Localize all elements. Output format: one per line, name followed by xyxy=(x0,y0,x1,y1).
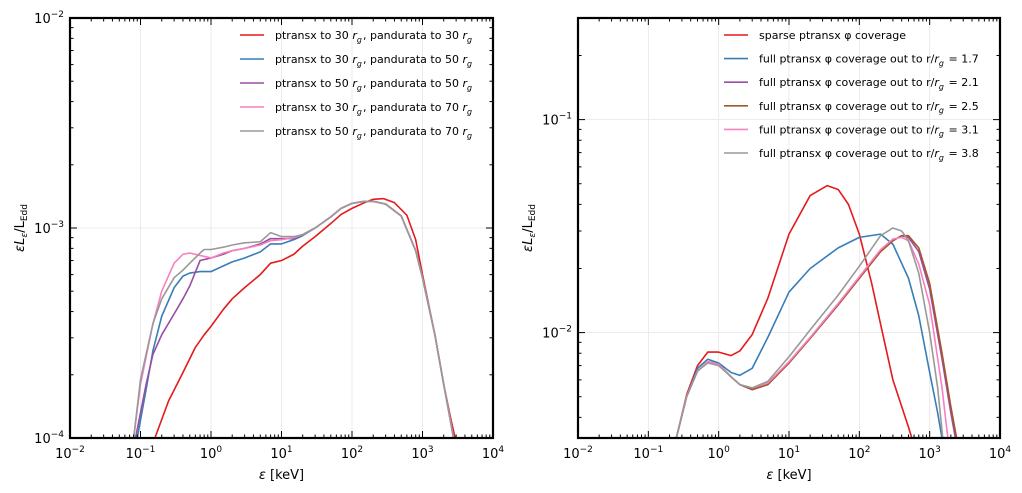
y-axis-label: εLε/LEdd xyxy=(13,204,30,252)
chart-panel-1: 10−2 10−1 100 101 102 103 104 10−4 10−3 10−2 ε [ke… xyxy=(13,10,504,483)
x-axis-label: ε [keV] xyxy=(259,468,304,483)
x-tick-label: 100 xyxy=(200,445,223,462)
legend-label: ptransx to 30 rg , pandurata to 70 rg xyxy=(275,101,473,116)
x-tick-label: 102 xyxy=(848,445,870,462)
y-tick-label: 10−1 xyxy=(542,112,572,129)
y-tick-label: 10−3 xyxy=(34,220,64,237)
series-line-5 xyxy=(675,236,949,438)
y-axis-label: εLε/LEdd xyxy=(521,204,538,252)
x-tick-label: 101 xyxy=(778,445,800,462)
series-group xyxy=(675,184,958,438)
x-tick-label: 103 xyxy=(411,445,433,462)
legend-label: full ptransx φ coverage out to r/rg = 2.… xyxy=(759,76,979,91)
x-tick-label: 100 xyxy=(708,445,731,462)
x-axis-label: ε [keV] xyxy=(766,468,811,483)
x-tick-label: 103 xyxy=(919,445,941,462)
legend-label: full ptransx φ coverage out to r/rg = 3.… xyxy=(759,123,979,138)
legend-label: ptransx to 30 rg , pandurata to 30 rg xyxy=(275,29,473,44)
series-line-1 xyxy=(675,184,913,438)
ticks xyxy=(69,17,494,439)
legend-label: ptransx to 50 rg , pandurata to 50 rg xyxy=(275,77,473,92)
chart-panel-2: 10−2 10−1 100 101 102 103 104 10−2 10−1 ε [keV] εL… xyxy=(521,16,1012,483)
legend-label: full ptransx φ coverage out to r/rg = 2.… xyxy=(759,100,979,115)
series-line-6 xyxy=(675,227,944,438)
ticks xyxy=(577,17,1001,438)
y-tick-label: 10−2 xyxy=(542,325,572,342)
series-group xyxy=(132,197,456,438)
legend-label: sparse ptransx φ coverage xyxy=(759,29,906,42)
x-tick-label: 104 xyxy=(482,445,505,462)
legend: ptransx to 30 rg , pandurata to 30 rg pt… xyxy=(240,29,473,140)
legend-label: ptransx to 30 rg , pandurata to 50 rg xyxy=(275,53,473,68)
y-tick-label: 10−4 xyxy=(34,430,64,447)
legend-label: full ptransx φ coverage out to r/rg = 3.… xyxy=(759,147,979,162)
series-line-2 xyxy=(136,200,455,438)
legend: sparse ptransx φ coverage full ptransx φ … xyxy=(724,29,979,162)
x-tick-label: 102 xyxy=(341,445,363,462)
x-tick-label: 10−2 xyxy=(563,445,593,462)
y-tick-label: 10−2 xyxy=(34,10,64,27)
legend-label: full ptransx φ coverage out to r/rg = 1.… xyxy=(759,53,979,68)
legend-label: ptransx to 50 rg , pandurata to 70 rg xyxy=(275,125,473,140)
x-tick-label: 10−1 xyxy=(126,445,156,462)
series-line-2 xyxy=(675,233,943,438)
x-tick-label: 10−2 xyxy=(55,445,85,462)
series-line-5 xyxy=(132,200,455,438)
x-tick-label: 104 xyxy=(989,445,1012,462)
x-tick-label: 101 xyxy=(270,445,292,462)
series-line-1 xyxy=(154,197,456,438)
x-tick-label: 10−1 xyxy=(633,445,663,462)
